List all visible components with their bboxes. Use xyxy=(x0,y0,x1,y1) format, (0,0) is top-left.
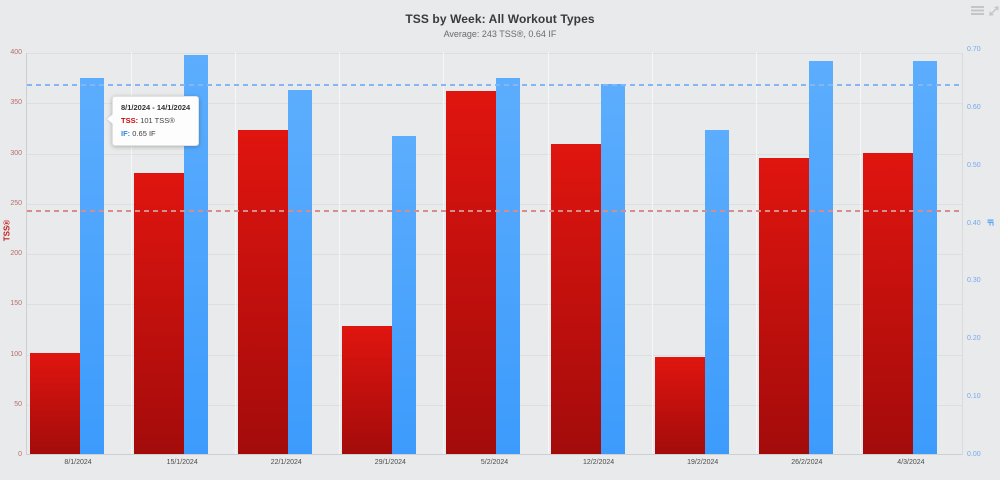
x-axis-tick-label: 29/1/2024 xyxy=(374,459,406,466)
tooltip-arrow xyxy=(107,114,113,124)
tooltip-tss-value: 101 TSS® xyxy=(140,115,175,125)
y-axis-tick-right: 0.70 xyxy=(967,46,981,53)
y-axis-tick-left: 150 xyxy=(10,300,22,308)
gridline-vertical xyxy=(755,53,757,454)
tss-bar[interactable] xyxy=(134,172,185,454)
y-axis-tick-left: 250 xyxy=(10,199,22,207)
x-axis-tick-label: 15/1/2024 xyxy=(166,459,198,466)
if-bar[interactable] xyxy=(288,89,313,454)
x-axis-tick-label: 4/3/2024 xyxy=(897,459,925,466)
y-axis-tick-left: 50 xyxy=(14,400,22,408)
if-bar[interactable] xyxy=(704,130,729,454)
tss-bar[interactable] xyxy=(550,144,601,454)
if-bar[interactable] xyxy=(392,135,417,454)
tss-bar[interactable] xyxy=(758,157,809,454)
gridline-vertical xyxy=(859,53,861,454)
gridline-horizontal xyxy=(27,53,962,54)
tooltip-tss-label: TSS: xyxy=(121,115,139,125)
tss-bar[interactable] xyxy=(30,352,80,454)
tooltip-if-value: 0.65 IF xyxy=(132,128,156,138)
tooltip-if-label: IF: xyxy=(121,128,131,138)
x-axis-tick-label: 5/2/2024 xyxy=(480,459,509,466)
y-axis-tick-left: 0 xyxy=(18,451,22,458)
tss-bar[interactable] xyxy=(654,356,705,454)
gridline-vertical xyxy=(235,53,237,454)
y-axis-tick-left: 350 xyxy=(10,99,22,107)
tooltip-if-line: IF: 0.65 IF xyxy=(121,128,190,141)
tss-bar[interactable] xyxy=(862,152,913,454)
x-axis-tick-label: 19/2/2024 xyxy=(687,459,719,466)
if-bar[interactable] xyxy=(912,60,937,454)
gridline-vertical xyxy=(651,53,653,454)
y-axis-tick-left: 400 xyxy=(10,49,22,56)
if-bar[interactable] xyxy=(80,77,104,454)
y-axis-tick-right: 0.00 xyxy=(967,451,981,458)
chart-title: TSS by Week: All Workout Types xyxy=(405,12,595,26)
expand-icon-glyph xyxy=(989,6,999,16)
tooltip-tss-line: TSS: 101 TSS® xyxy=(121,115,190,128)
x-axis-tick-label: 22/1/2024 xyxy=(270,459,302,466)
y-axis-tick-right: 0.20 xyxy=(967,335,981,343)
tss-bar[interactable] xyxy=(238,130,289,454)
y-axis-tick-left: 100 xyxy=(10,350,22,358)
tooltip: 8/1/2024 - 14/1/2024 TSS: 101 TSS® IF: 0… xyxy=(107,96,200,147)
tss-axis-title: TSS® xyxy=(2,219,12,242)
y-axis-tick-right: 0.60 xyxy=(967,103,981,111)
tss-bar[interactable] xyxy=(342,326,393,454)
y-axis-tick-left: 300 xyxy=(10,149,22,157)
gridline-vertical xyxy=(443,53,445,454)
chart-subtitle: Average: 243 TSS®, 0.64 IF xyxy=(443,29,557,39)
gridline-vertical xyxy=(547,53,549,454)
y-axis-tick-right: 0.30 xyxy=(967,277,981,285)
x-axis-tick-label: 12/2/2024 xyxy=(583,459,615,466)
y-axis-tick-left: 200 xyxy=(10,250,22,257)
tooltip-date-range: 8/1/2024 - 14/1/2024 xyxy=(121,103,191,112)
chart-menu-icon[interactable] xyxy=(971,6,984,15)
if-bar[interactable] xyxy=(600,83,625,454)
if-average-line xyxy=(27,83,962,86)
if-bar[interactable] xyxy=(808,60,833,454)
expand-icon[interactable] xyxy=(988,4,1000,16)
x-axis-tick-label: 26/2/2024 xyxy=(791,459,823,466)
tss-average-line xyxy=(27,209,962,212)
gridline-vertical xyxy=(339,53,341,454)
plot-area xyxy=(26,53,963,455)
if-bar[interactable] xyxy=(496,77,521,454)
x-axis-tick-label: 8/1/2024 xyxy=(64,459,92,466)
tss-bar[interactable] xyxy=(446,91,497,454)
y-axis-tick-right: 0.50 xyxy=(967,161,981,169)
gridline-vertical xyxy=(131,53,133,454)
y-axis-tick-right: 0.40 xyxy=(967,219,981,227)
y-axis-tick-right: 0.10 xyxy=(967,393,981,401)
